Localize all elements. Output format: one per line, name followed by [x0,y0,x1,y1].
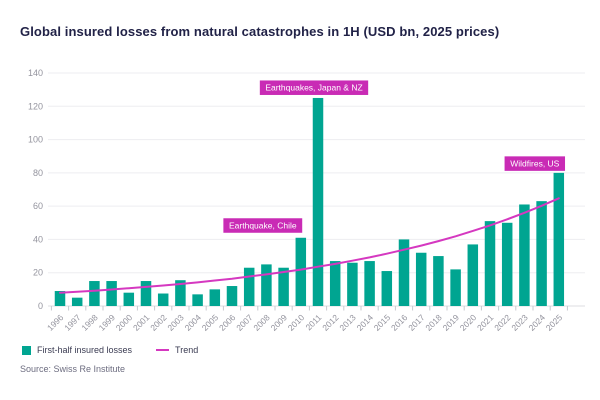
bar-2010 [295,237,307,306]
y-tick-label: 40 [33,234,43,244]
x-tick-label: 2007 [234,312,255,333]
bar-2018 [433,256,444,306]
bar-1996 [54,291,66,306]
bar-2004 [192,294,203,306]
legend-bar-swatch [22,345,31,355]
legend-trend-label: Trend [175,345,199,355]
x-tick-label: 2021 [475,312,496,333]
legend-bar-label: First-half insured losses [37,345,133,355]
bar-2013 [347,262,358,306]
x-tick-label: 2004 [183,312,204,333]
x-tick-label: 1999 [97,312,118,333]
x-tick-label: 2024 [527,312,548,333]
bar-2011 [312,97,324,306]
x-tick-label: 2014 [355,312,376,333]
bar-2022 [501,222,513,306]
bar-2006 [226,286,238,306]
bar-2020 [467,244,479,306]
bar-2009 [278,267,289,306]
bar-2016 [398,239,410,306]
x-tick-label: 1996 [45,312,66,333]
annotation-label-text: Earthquake, Chile [229,221,297,231]
x-tick-label: 2009 [269,312,290,333]
x-tick-label: 2008 [251,312,272,333]
x-tick-label: 2016 [389,312,410,333]
legend-trend-swatch [156,349,170,351]
bar-2025 [553,172,565,306]
y-tick-label: 100 [28,135,43,145]
x-tick-label: 2003 [165,312,186,333]
y-tick-label: 20 [33,268,43,278]
bar-2007 [243,267,255,306]
x-tick-label: 2025 [544,312,565,333]
x-tick-label: 2005 [200,312,221,333]
x-tick-label: 2011 [303,312,323,332]
x-tick-label: 2006 [217,312,238,333]
bar-2005 [209,289,221,306]
bar-2021 [484,221,496,306]
bar-1999 [106,281,117,306]
bar-2012 [329,261,341,306]
x-tick-label: 2015 [372,312,393,333]
x-tick-label: 2018 [423,312,444,333]
bar-2014 [364,261,375,306]
bar-2015 [381,271,393,306]
bar-2008 [261,264,272,306]
x-tick-label: 2023 [509,312,530,333]
bar-2000 [123,292,135,306]
y-tick-label: 60 [33,201,43,211]
x-tick-label: 2022 [492,312,513,333]
legend: First-half insured losses Trend [22,345,198,355]
x-tick-label: 2002 [148,312,169,333]
y-tick-label: 140 [28,68,43,78]
bar-2001 [140,281,152,306]
bar-2024 [536,201,547,306]
annotation-label-text: Earthquakes, Japan & NZ [265,83,362,93]
x-tick-label: 2019 [441,312,462,333]
annotation-box [504,156,566,171]
bar-2017 [415,252,427,306]
bar-2019 [450,269,461,306]
y-tick-label: 120 [28,101,43,111]
bar-1997 [71,297,83,306]
bar-2023 [519,204,530,306]
x-tick-label: 2012 [320,312,341,333]
x-tick-label: 2013 [337,312,358,333]
trend-line [59,197,560,294]
source-text: Source: Swiss Re Institute [20,364,126,374]
x-tick-label: 2001 [131,312,152,333]
y-tick-label: 0 [38,301,43,311]
bar-1998 [89,281,100,306]
annotation-label-text: Wildfires, US [510,159,559,169]
x-tick-label: 1997 [62,312,83,333]
chart-title: Global insured losses from natural catas… [20,24,500,39]
bar-2003 [175,280,186,306]
x-tick-label: 2017 [406,312,427,333]
x-tick-label: 2020 [458,312,479,333]
y-tick-label: 80 [33,168,43,178]
x-tick-label: 2010 [286,312,307,333]
annotation-box [223,218,303,233]
x-tick-label: 1998 [79,312,100,333]
x-tick-label: 2000 [114,312,135,333]
annotation-box [259,80,369,95]
bar-2002 [157,293,169,306]
